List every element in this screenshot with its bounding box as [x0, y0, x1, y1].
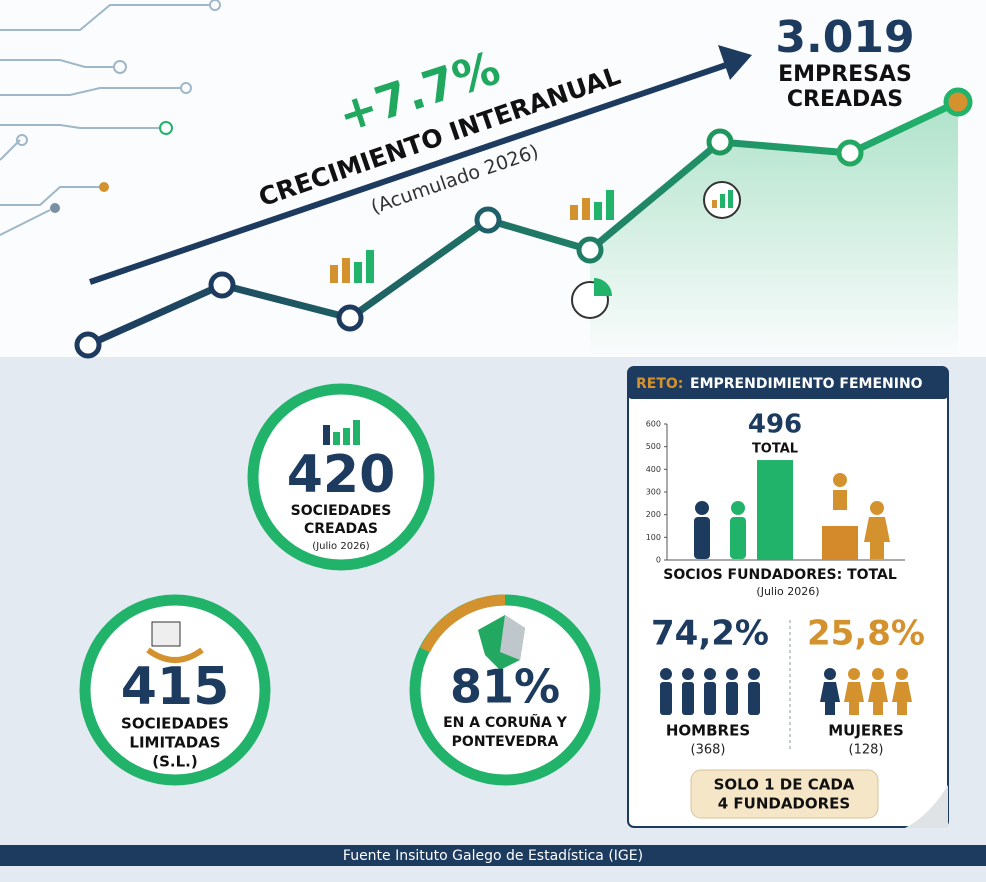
circuit-decoration — [0, 0, 221, 236]
stat-circle: 81% EN A CORUÑA Y PONTEVEDRA — [409, 594, 601, 786]
growth-area — [590, 102, 958, 357]
footer-bar — [0, 845, 986, 866]
panel-title: EMPRENDIMIENTO FEMENINO — [690, 376, 923, 392]
callout-line: SOLO 1 DE CADA — [714, 776, 855, 794]
callout-line: 4 FUNDADORES — [718, 795, 851, 813]
y-tick-label: 0 — [656, 556, 661, 565]
total-line: CREADAS — [787, 87, 903, 112]
circle-line: SOCIEDADES — [121, 715, 229, 733]
men-label: HOMBRES — [666, 722, 750, 740]
y-tick-label: 600 — [646, 420, 661, 429]
men-count: (368) — [691, 743, 726, 758]
trend-arrow — [89, 59, 736, 285]
circle-line: (S.L.) — [152, 753, 197, 771]
total-label: 496 — [748, 410, 802, 440]
y-tick-label: 500 — [646, 442, 661, 451]
circle-line: SOCIEDADES — [291, 503, 392, 519]
women-label: MUJERES — [828, 722, 904, 740]
circle-value: 81% — [450, 660, 560, 714]
women-pct: 25,8% — [807, 614, 925, 654]
bar — [822, 526, 858, 560]
total-caption: TOTAL — [752, 442, 798, 457]
people-icon — [694, 473, 890, 559]
chart-note: (Julio 2026) — [756, 585, 819, 598]
arrow-head — [718, 45, 752, 80]
y-tick-label: 400 — [646, 465, 661, 474]
total-line: EMPRESAS — [778, 62, 912, 87]
stat-circle: 415 SOCIEDADES LIMITADAS (S.L.) — [79, 594, 271, 786]
circle-value: 415 — [121, 657, 230, 717]
circle-line: LIMITADAS — [129, 734, 220, 752]
circle-line: PONTEVEDRA — [452, 734, 559, 750]
circle-value: 420 — [287, 445, 396, 505]
y-tick-label: 200 — [646, 510, 661, 519]
women-icons — [820, 668, 912, 715]
page-curl — [905, 785, 948, 828]
panel-title-prefix: RETO: — [636, 376, 683, 392]
circle-line: CREADAS — [304, 521, 378, 537]
men-pct: 74,2% — [651, 614, 769, 654]
icon-bars — [330, 181, 741, 319]
panel: RETO: EMPRENDIMIENTO FEMENINO SOCIOS FUN… — [627, 366, 949, 828]
men-icons — [660, 668, 760, 715]
circle-note: (Julio 2026) — [312, 541, 369, 552]
chart-label: SOCIOS FUNDADORES: TOTAL — [663, 567, 897, 583]
women-count: (128) — [849, 743, 884, 758]
y-tick-label: 100 — [646, 533, 661, 542]
bar — [757, 460, 793, 560]
callout-box — [690, 769, 879, 819]
footer: Fuente Insituto Galego de Estadística (I… — [343, 848, 643, 864]
growth-line — [86, 98, 960, 349]
y-tick-label: 300 — [646, 488, 661, 497]
line-points — [74, 87, 973, 359]
stat-circle: 420 SOCIEDADES CREADAS (Julio 2026) — [247, 383, 435, 571]
total-value: 3.019 — [775, 12, 914, 63]
circle-line: EN A CORUÑA Y — [443, 714, 568, 731]
